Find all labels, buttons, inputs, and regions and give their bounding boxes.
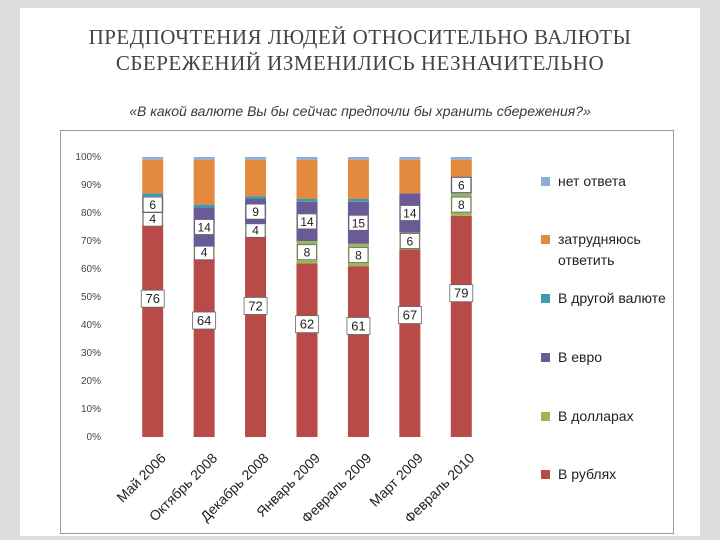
- data-label: 14: [300, 215, 314, 229]
- data-label-box: [451, 177, 472, 193]
- chart-panel: 0% 10% 20% 30% 40% 50% 60% 70% 80% 90% 100% 76 4 6 Май…: [60, 130, 674, 534]
- title-line-2: СБЕРЕЖЕНИЙ ИЗМЕНИЛИСЬ НЕЗНАЧИТЕЛЬНО: [115, 51, 605, 75]
- legend-label: В долларах: [558, 408, 634, 424]
- legend-label: В другой валюте: [558, 290, 666, 306]
- y-tick-label: 100%: [75, 152, 101, 163]
- data-label-box: [140, 289, 165, 308]
- bar-segment: [296, 159, 318, 199]
- data-label-box: [142, 196, 163, 213]
- bar-segment: [450, 215, 472, 437]
- y-tick-label: 20%: [81, 376, 101, 387]
- data-label-box: [449, 284, 474, 303]
- data-label-box: [295, 315, 319, 334]
- slide: ПРЕДПОЧТЕНИЯ ЛЮДЕЙ ОТНОСИТЕЛЬНО ВАЛЮТЫ С…: [20, 8, 700, 536]
- bar-segment: [142, 157, 164, 160]
- data-label: 6: [149, 198, 156, 212]
- bar-segment: [347, 199, 369, 202]
- data-label-box: [297, 213, 317, 230]
- data-label: 76: [145, 291, 159, 306]
- data-label-box: [348, 214, 369, 231]
- data-label: 8: [458, 198, 465, 212]
- data-label-box: [297, 244, 317, 261]
- bar-segment: [399, 249, 421, 437]
- bar-segment: [245, 157, 267, 160]
- data-label: 61: [351, 318, 365, 333]
- data-label: 14: [403, 207, 417, 221]
- bar-segment: [193, 159, 215, 205]
- data-label-box: [192, 311, 217, 330]
- data-label: 9: [252, 205, 259, 219]
- bar-segment: [245, 235, 267, 437]
- legend-swatch: [541, 470, 550, 479]
- data-label-box: [194, 219, 215, 235]
- bar-segment: [450, 157, 472, 160]
- data-label-box: [243, 297, 268, 315]
- y-tick-label: 70%: [81, 236, 101, 247]
- bar-segment: [296, 199, 318, 202]
- y-tick-label: 10%: [81, 404, 101, 415]
- legend-label: затрудняюсь ответить: [558, 231, 641, 268]
- data-label: 4: [201, 246, 208, 260]
- data-label-box: [348, 247, 369, 263]
- data-label: 67: [403, 308, 417, 323]
- data-label-box: [245, 203, 266, 220]
- slide-title: ПРЕДПОЧТЕНИЯ ЛЮДЕЙ ОТНОСИТЕЛЬНО ВАЛЮТЫ С…: [20, 24, 700, 76]
- bar-segment: [193, 204, 215, 208]
- bar-segment: [347, 159, 369, 199]
- y-tick-label: 80%: [81, 208, 101, 219]
- data-label-box: [399, 205, 420, 221]
- data-label-box: [346, 317, 371, 335]
- legend-swatch: [541, 353, 550, 362]
- data-label: 8: [355, 249, 362, 263]
- bar-segment: [142, 159, 164, 194]
- chart-question: «В какой валюте Вы бы сейчас предпочли б…: [129, 103, 591, 119]
- data-label: 6: [458, 179, 465, 193]
- legend-label: нет ответа: [558, 173, 626, 189]
- data-label: 15: [352, 216, 366, 230]
- bar-segment: [296, 263, 318, 437]
- data-label-box: [397, 306, 422, 324]
- data-label-box: [399, 233, 420, 249]
- data-label: 8: [304, 246, 311, 260]
- bar-segment: [142, 224, 164, 437]
- legend-swatch: [541, 294, 550, 303]
- y-tick-label: 60%: [81, 264, 101, 275]
- bar-segment: [399, 157, 421, 160]
- data-label: 4: [252, 223, 259, 237]
- data-label-box: [451, 196, 472, 213]
- data-label: 72: [248, 298, 262, 313]
- bar-segment: [193, 157, 215, 160]
- y-tick-label: 50%: [81, 292, 101, 303]
- legend-swatch: [541, 235, 550, 244]
- y-tick-label: 40%: [81, 320, 101, 331]
- data-label: 14: [197, 221, 211, 235]
- bar-segment: [296, 157, 318, 160]
- legend-label: В рублях: [558, 466, 617, 482]
- bar-segment: [347, 157, 369, 160]
- bar-segment: [347, 266, 369, 437]
- data-label: 6: [407, 235, 414, 249]
- title-line-1: ПРЕДПОЧТЕНИЯ ЛЮДЕЙ ОТНОСИТЕЛЬНО ВАЛЮТЫ: [88, 25, 632, 49]
- bar-segment: [450, 159, 472, 177]
- stacked-bar-chart: 0%10%20%30%40%50%60%70%80%90%100%7646Май…: [75, 152, 477, 526]
- y-tick-label: 0%: [87, 432, 102, 443]
- bar-segment: [142, 193, 164, 197]
- data-label: 4: [149, 212, 156, 226]
- bar-segment: [193, 257, 215, 437]
- data-label: 62: [300, 317, 314, 332]
- data-label: 64: [197, 313, 211, 328]
- legend-label: В евро: [558, 349, 603, 365]
- data-label: 79: [454, 286, 468, 301]
- bar-segment: [245, 159, 267, 197]
- bar-segment: [399, 159, 421, 194]
- y-tick-label: 90%: [81, 180, 101, 191]
- legend-swatch: [541, 412, 550, 421]
- legend-swatch: [541, 177, 550, 186]
- y-tick-label: 30%: [81, 348, 101, 359]
- bar-segment: [245, 196, 267, 199]
